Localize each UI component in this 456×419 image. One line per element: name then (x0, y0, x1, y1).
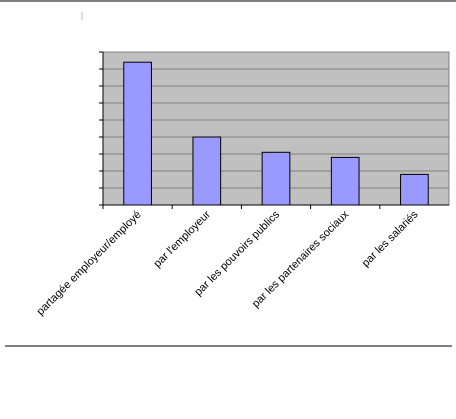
x-tick-label: par l'employeur (152, 208, 214, 270)
bar (192, 136, 222, 206)
bar (400, 173, 429, 206)
x-tick-label: partagée employeur/employé (34, 209, 143, 318)
bar (123, 61, 152, 206)
bar (330, 156, 360, 206)
bar (261, 151, 291, 206)
x-tick-label: par les salariés (360, 208, 421, 269)
